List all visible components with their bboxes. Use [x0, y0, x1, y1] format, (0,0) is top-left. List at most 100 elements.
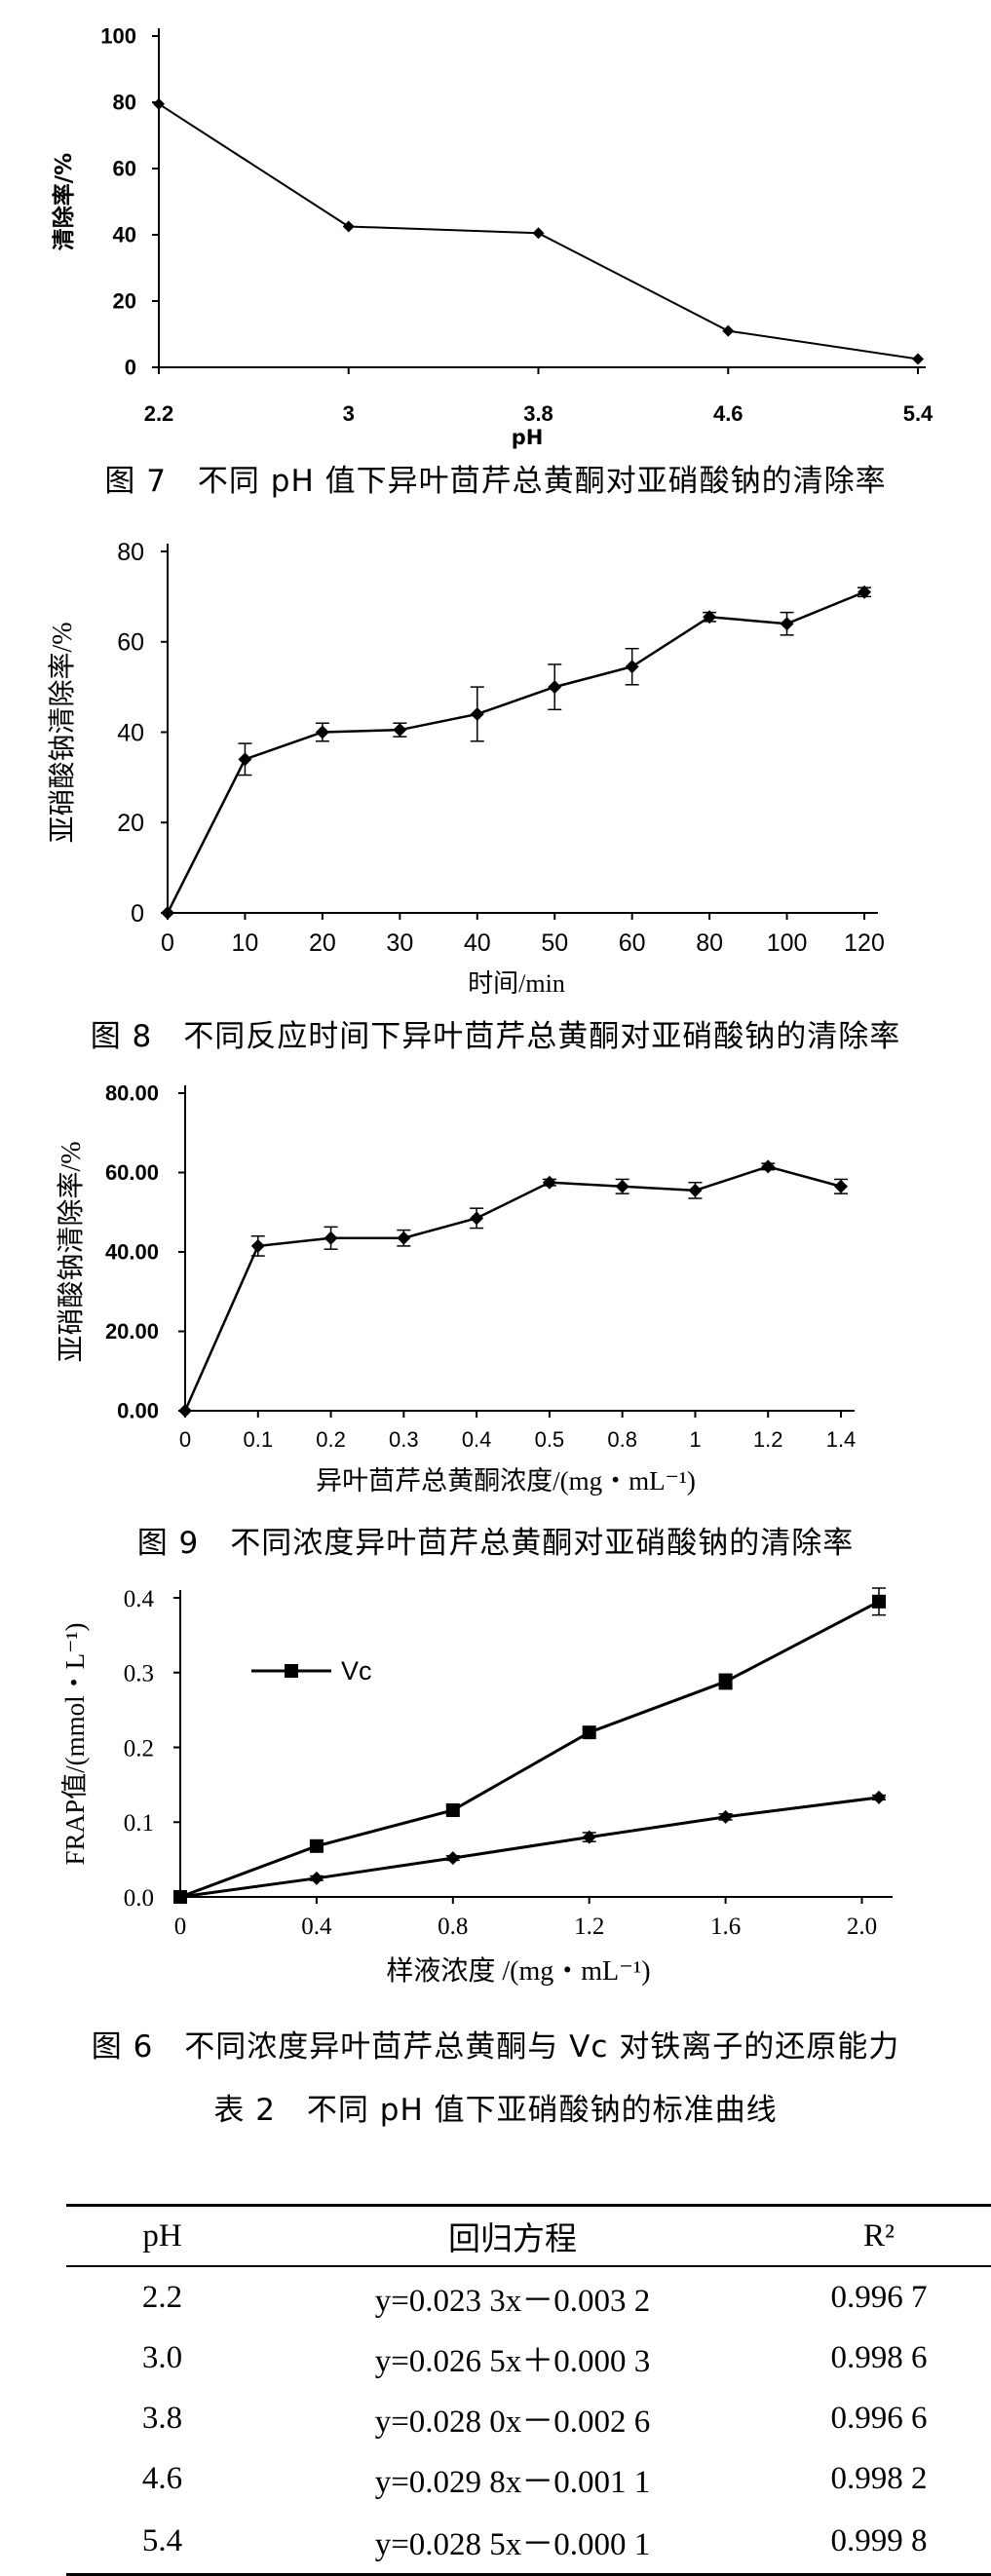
data-point	[397, 1231, 411, 1245]
cell-ph: 4.6	[141, 2460, 183, 2496]
table-row: 5.4 y=0.028 5x－0.000 1 0.999 8	[66, 2509, 991, 2576]
y-tick-label: 20.00	[105, 1319, 159, 1344]
x-tick-label: 10	[232, 929, 259, 957]
data-point	[445, 1851, 460, 1866]
legend-label: Vc	[341, 1656, 372, 1686]
series-line	[183, 1165, 842, 1412]
table-header-row: pH 回归方程 R²	[66, 2204, 991, 2267]
y-tick-label: 80	[117, 539, 144, 566]
cell-equation: y=0.023 3x－0.003 2	[374, 2284, 651, 2319]
data-point	[250, 1238, 265, 1253]
chart-fig8: 0 20 40 60 80 0 10 20 30 40 50 60 80 100 120 时间/min 亚硝酸钠…	[47, 539, 885, 998]
cell-r2: 0.996 6	[830, 2400, 928, 2436]
figure-9: 0.00 20.00 40.00 60.00 80.00 0 0.1 0.2 0.3 0.4 0.5…	[56, 1081, 857, 1561]
data-point	[309, 1871, 324, 1885]
x-tick-label: 0.8	[607, 1427, 637, 1452]
x-tick-label: 0	[174, 1913, 187, 1940]
data-point	[582, 1830, 596, 1844]
table-row: 4.6 y=0.029 8x－0.001 1 0.998 2	[66, 2448, 991, 2509]
y-tick-label: 0.2	[124, 1735, 154, 1762]
cell-r2: 0.998 6	[830, 2339, 928, 2375]
chart-fig7: 0 20 40 60 80 100 2.2 3 3.8 4.6 5.4 pH 清除率/%	[51, 24, 934, 449]
data-point	[912, 353, 924, 365]
x-tick-label: 40	[464, 929, 491, 957]
data-point	[761, 1159, 776, 1174]
data-point	[532, 227, 545, 240]
data-point	[615, 1179, 629, 1193]
cell-ph: 3.8	[141, 2400, 183, 2436]
table-row: 2.2 y=0.023 3x－0.003 2 0.996 7	[66, 2266, 991, 2328]
cell-r2: 0.996 7	[830, 2279, 928, 2315]
y-tick-label: 60	[117, 629, 144, 657]
y-tick-label: 40.00	[105, 1240, 159, 1265]
cell-equation: y=0.028 0x－0.002 6	[374, 2405, 651, 2440]
x-tick-label: 1.2	[753, 1427, 783, 1452]
x-tick-label: 0.4	[462, 1427, 492, 1452]
y-tick-label: 0	[125, 356, 136, 380]
data-point	[153, 97, 165, 110]
cell-equation: y=0.026 5x＋0.000 3	[374, 2344, 651, 2379]
data-point	[548, 680, 562, 695]
data-point	[718, 1809, 733, 1824]
x-tick-label: 3	[343, 401, 355, 426]
y-tick-label: 80	[113, 91, 136, 115]
data-point	[582, 1725, 596, 1740]
table-2: pH 回归方程 R² 2.2 y=0.023 3x－0.003 2 0.996 …	[66, 2204, 991, 2576]
y-tick-label: 0.0	[124, 1885, 154, 1912]
x-tick-label: 120	[844, 929, 885, 957]
data-point	[718, 1674, 733, 1688]
cell-equation: y=0.029 8x－0.001 1	[374, 2465, 651, 2500]
y-tick-label: 0.3	[124, 1661, 154, 1687]
x-axis-label: 时间/min	[468, 969, 565, 998]
cell-ph: 5.4	[66, 2509, 258, 2576]
x-tick-label: 4.6	[713, 401, 743, 426]
data-point	[858, 585, 871, 599]
x-tick-label: 1.4	[826, 1427, 857, 1452]
y-tick-label: 60	[113, 157, 136, 181]
y-axis-label: 亚硝酸钠清除率/%	[56, 1141, 87, 1362]
x-tick-label: 100	[767, 929, 808, 957]
col-header-equation: 回归方程	[258, 2204, 767, 2267]
chart-fig6: 0.0 0.1 0.2 0.3 0.4 0 0.4 0.8 1.2 1.6 2.0 样液浓度 /(mg…	[60, 1586, 893, 1987]
caption-fig6: 图 6 不同浓度异叶茴芹总黄酮与 Vc 对铁离子的还原能力	[91, 2029, 900, 2065]
x-axis-label: 样液浓度 /(mg・mL⁻¹)	[386, 1955, 650, 1987]
y-tick-label: 40	[113, 223, 136, 247]
x-tick-label: 1	[689, 1427, 701, 1452]
x-tick-label: 0.2	[316, 1427, 346, 1452]
figure-7: 0 20 40 60 80 100 2.2 3 3.8 4.6 5.4 pH 清除率/% 图 7 不同 …	[0, 0, 991, 502]
data-point	[688, 1183, 703, 1197]
y-tick-label: 0.4	[124, 1586, 155, 1612]
col-header-ph: pH	[66, 2204, 258, 2267]
y-tick-label: 60.00	[105, 1160, 159, 1185]
y-tick-label: 100	[100, 24, 136, 49]
y-axis-label: 清除率/%	[51, 153, 77, 250]
data-point	[173, 1890, 187, 1904]
data-point	[393, 723, 407, 738]
data-point	[470, 1211, 484, 1226]
cell-ph: 3.0	[141, 2339, 183, 2375]
data-point	[470, 706, 484, 721]
y-tick-label: 80.00	[105, 1081, 159, 1106]
figure-6: 0.0 0.1 0.2 0.3 0.4 0 0.4 0.8 1.2 1.6 2.0 样液浓度 /(mg…	[60, 1586, 900, 2065]
data-point	[315, 725, 329, 739]
x-tick-label: 0.8	[438, 1913, 468, 1940]
data-point	[780, 617, 794, 631]
x-tick-label: 2.0	[847, 1913, 877, 1940]
y-tick-label: 20	[113, 289, 136, 314]
y-axis-label: FRAP值/(mmol・L⁻¹)	[60, 1623, 90, 1866]
data-point	[161, 906, 174, 920]
y-tick-label: 20	[117, 810, 144, 837]
x-tick-label: 0	[179, 1427, 191, 1452]
cell-ph: 2.2	[141, 2279, 183, 2315]
data-point	[285, 1664, 298, 1678]
x-tick-label: 1.2	[574, 1913, 604, 1940]
x-tick-label: 0.5	[535, 1427, 565, 1452]
table-row: 3.8 y=0.028 0x－0.002 6 0.996 6	[66, 2388, 991, 2448]
x-tick-label: 60	[619, 929, 646, 957]
x-tick-label: 0.3	[389, 1427, 419, 1452]
data-point	[834, 1179, 848, 1193]
y-axis-label: 亚硝酸钠清除率/%	[47, 622, 78, 843]
data-point	[542, 1175, 556, 1190]
data-point	[872, 1790, 886, 1804]
y-tick-label: 0.00	[117, 1399, 159, 1423]
